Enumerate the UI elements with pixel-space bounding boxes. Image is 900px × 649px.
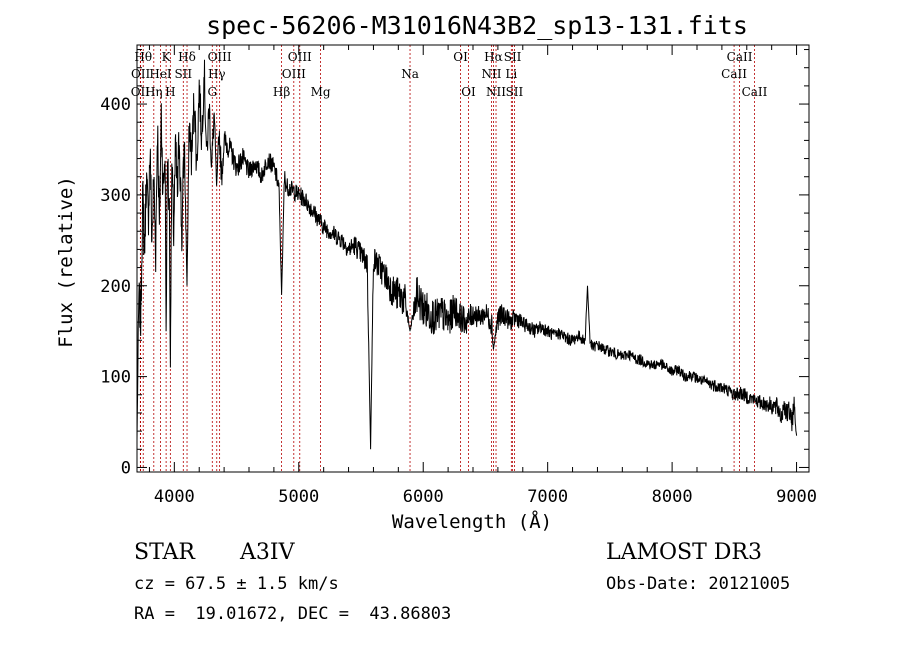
line-label: OIII (282, 67, 306, 81)
coordinates-readout: RA = 19.01672, DEC = 43.86803 (134, 604, 452, 624)
line-label: SII (506, 85, 524, 99)
line-label: Hα (484, 50, 503, 64)
line-label: Hβ (273, 85, 290, 99)
x-axis-ticks: 4000 5000 6000 7000 8000 9000 (148, 45, 817, 507)
obs-date: Obs-Date: 20121005 (606, 574, 791, 594)
y-axis-ticks: 0 100 200 300 400 (100, 49, 809, 478)
x-tick-label: 5000 (278, 487, 319, 507)
line-label: CaII (727, 50, 753, 64)
line-label: Li (505, 67, 517, 81)
x-tick-label: 8000 (652, 487, 693, 507)
line-label: OII (131, 67, 151, 81)
y-tick-label: 0 (121, 458, 131, 478)
line-label: CaII (742, 85, 768, 99)
survey-name: LAMOST DR3 (606, 540, 762, 565)
y-tick-label: 400 (100, 95, 131, 115)
redshift-readout: cz = 67.5 ± 1.5 km/s (134, 574, 339, 594)
line-label: OIII (288, 50, 312, 64)
line-label: H (165, 85, 175, 99)
line-label: NII (486, 85, 506, 99)
object-subclass: A3IV (240, 540, 295, 565)
y-tick-label: 200 (100, 277, 131, 297)
line-label: Na (401, 67, 419, 81)
spectrum-series (136, 59, 798, 450)
x-tick-label: 7000 (527, 487, 568, 507)
line-label: K (162, 50, 172, 64)
y-tick-label: 300 (100, 186, 131, 206)
line-label: SII (174, 67, 192, 81)
line-label: HeI (149, 67, 172, 81)
line-label: Hη (145, 85, 163, 99)
spectral-line-labels: OIIHθOIIHηHeIKHSIIHδGHγOIIIHβOIIIOIIIMgN… (131, 50, 768, 99)
spectral-line-markers (139, 45, 755, 472)
line-label: OI (453, 50, 468, 64)
x-tick-label: 6000 (403, 487, 444, 507)
x-tick-label: 9000 (776, 487, 817, 507)
line-label: NII (482, 67, 502, 81)
line-label: Hδ (178, 50, 196, 64)
plot-frame (136, 44, 810, 473)
line-label: Hγ (208, 67, 226, 81)
line-label: CaII (721, 67, 747, 81)
y-axis-label: Flux (relative) (55, 176, 77, 348)
chart-title: spec-56206-M31016N43B2_sp13-131.fits (206, 11, 748, 40)
line-label: Hθ (134, 50, 152, 64)
line-label: Mg (311, 85, 331, 99)
line-label: G (207, 85, 217, 99)
y-tick-label: 100 (100, 368, 131, 388)
spectrum-chart: spec-56206-M31016N43B2_sp13-131.fits OII… (55, 11, 817, 533)
x-tick-label: 4000 (154, 487, 195, 507)
line-label: OIII (208, 50, 232, 64)
spectrum-line (136, 59, 798, 450)
line-label: OI (461, 85, 476, 99)
object-class: STAR (134, 540, 195, 565)
x-axis-label: Wavelength (Å) (392, 510, 552, 533)
line-label: OII (131, 85, 151, 99)
line-label: SII (504, 50, 522, 64)
